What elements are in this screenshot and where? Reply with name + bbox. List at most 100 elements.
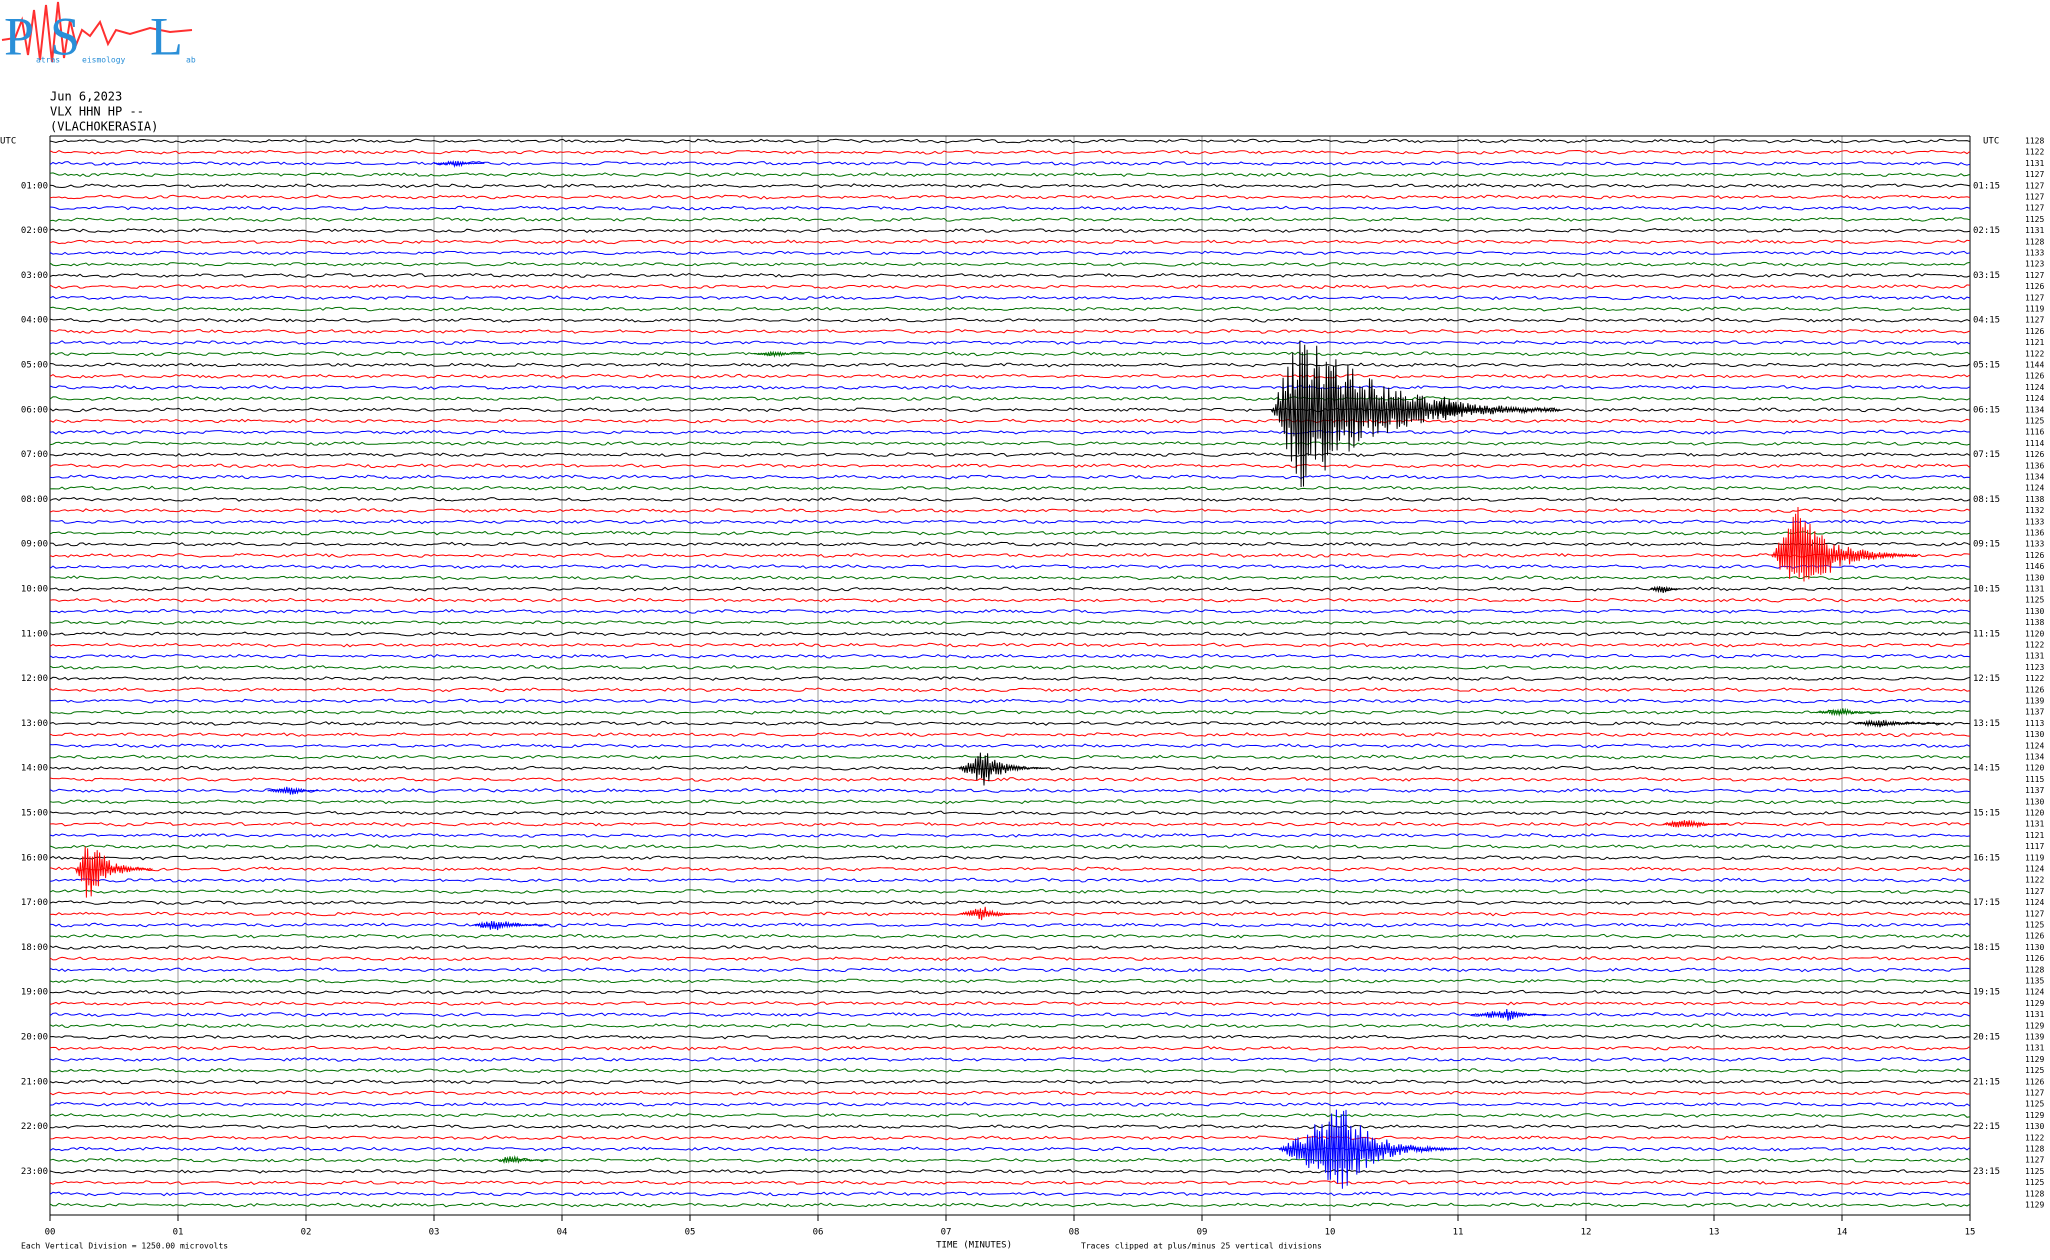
trace bbox=[49, 788, 1971, 793]
row-label-right: 07:15 bbox=[1973, 450, 2000, 460]
x-tick-label: 01 bbox=[173, 1228, 184, 1238]
trace bbox=[49, 821, 1971, 827]
row-label-left: 20:00 bbox=[21, 1033, 48, 1043]
trace-number: 1124 bbox=[2025, 484, 2044, 493]
x-tick-label: 06 bbox=[813, 1228, 824, 1238]
trace bbox=[49, 1146, 1971, 1152]
trace-number: 1128 bbox=[2025, 237, 2044, 246]
footnote: Traces clipped at plus/minus 25 vertical… bbox=[1081, 1242, 1322, 1251]
trace-number: 1114 bbox=[2025, 439, 2044, 448]
row-label-right: 15:15 bbox=[1973, 809, 2000, 819]
trace bbox=[49, 922, 1971, 928]
trace bbox=[49, 1157, 1971, 1163]
trace bbox=[49, 385, 1971, 390]
trace bbox=[49, 194, 1971, 200]
trace bbox=[49, 832, 1971, 838]
trace-number: 1138 bbox=[2025, 618, 2044, 627]
trace-number: 1130 bbox=[2025, 607, 2044, 616]
trace bbox=[49, 720, 1971, 726]
trace-number: 1120 bbox=[2025, 629, 2044, 638]
trace-number: 1130 bbox=[2025, 943, 2044, 952]
row-label-left: 14:00 bbox=[21, 764, 48, 774]
trace-number: 1127 bbox=[2025, 1156, 2044, 1165]
trace bbox=[49, 149, 1971, 155]
trace bbox=[49, 474, 1971, 480]
trace-number: 1127 bbox=[2025, 204, 2044, 213]
trace-number: 1137 bbox=[2025, 708, 2044, 717]
x-tick-label: 05 bbox=[685, 1228, 696, 1238]
row-label-right: 13:15 bbox=[1973, 719, 2000, 729]
logo-word: eismology bbox=[82, 56, 126, 65]
trace bbox=[49, 844, 1971, 850]
event-waveform bbox=[433, 159, 485, 168]
x-tick-label: 08 bbox=[1069, 1228, 1080, 1238]
trace-number: 1119 bbox=[2025, 305, 2044, 314]
trace bbox=[49, 877, 1971, 883]
trace bbox=[49, 362, 1971, 368]
trace bbox=[49, 429, 1971, 435]
event-waveform bbox=[75, 846, 153, 898]
trace bbox=[49, 407, 1971, 413]
trace-number: 1134 bbox=[2025, 405, 2044, 414]
trace-number: 1126 bbox=[2025, 372, 2044, 381]
trace-number: 1115 bbox=[2025, 775, 2044, 784]
trace-number: 1131 bbox=[2025, 585, 2044, 594]
utc-label: UTC bbox=[1983, 137, 1999, 147]
row-label-right: 03:15 bbox=[1973, 271, 2000, 281]
trace-number: 1120 bbox=[2025, 809, 2044, 818]
trace-number: 1139 bbox=[2025, 697, 2044, 706]
trace bbox=[49, 441, 1971, 446]
trace-number: 1122 bbox=[2025, 148, 2044, 157]
row-label-left: 02:00 bbox=[21, 226, 48, 236]
trace-number: 1125 bbox=[2025, 921, 2044, 930]
trace bbox=[49, 1112, 1971, 1118]
event-waveform bbox=[958, 752, 1048, 786]
event-waveform bbox=[753, 350, 805, 358]
trace bbox=[49, 228, 1971, 234]
event-waveform bbox=[1662, 819, 1727, 829]
row-label-left: 22:00 bbox=[21, 1122, 48, 1132]
trace-number: 1117 bbox=[2025, 842, 2044, 851]
trace-number: 1133 bbox=[2025, 249, 2044, 258]
trace bbox=[49, 664, 1971, 670]
row-label-right: 02:15 bbox=[1973, 226, 2000, 236]
trace-number: 1131 bbox=[2025, 159, 2044, 168]
event-waveform bbox=[1771, 506, 1919, 582]
trace-number: 1127 bbox=[2025, 909, 2044, 918]
trace-number: 1126 bbox=[2025, 450, 2044, 459]
trace bbox=[49, 351, 1971, 357]
trace bbox=[49, 799, 1971, 805]
trace bbox=[49, 956, 1971, 962]
trace bbox=[49, 653, 1971, 659]
trace-number: 1144 bbox=[2025, 361, 2044, 370]
trace bbox=[49, 239, 1971, 245]
row-label-left: 03:00 bbox=[21, 271, 48, 281]
row-label-left: 08:00 bbox=[21, 495, 48, 505]
row-label-right: 09:15 bbox=[1973, 540, 2000, 550]
row-label-right: 04:15 bbox=[1973, 316, 2000, 326]
row-label-left: 18:00 bbox=[21, 943, 48, 953]
x-tick-label: 07 bbox=[941, 1228, 952, 1238]
row-label-left: 23:00 bbox=[21, 1167, 48, 1177]
trace-number: 1127 bbox=[2025, 887, 2044, 896]
trace-number: 1120 bbox=[2025, 764, 2044, 773]
trace bbox=[49, 586, 1971, 592]
trace bbox=[49, 463, 1971, 469]
trace bbox=[49, 1034, 1971, 1040]
x-tick-label: 12 bbox=[1581, 1228, 1592, 1238]
trace bbox=[49, 306, 1971, 312]
trace-number: 1131 bbox=[2025, 1010, 2044, 1019]
logo-wiggle bbox=[1, 1, 193, 63]
trace bbox=[49, 541, 1971, 547]
event-waveform bbox=[1649, 585, 1682, 594]
trace bbox=[49, 732, 1971, 738]
row-label-right: 18:15 bbox=[1973, 943, 2000, 953]
event-waveform bbox=[1270, 340, 1561, 488]
x-tick-label: 09 bbox=[1197, 1228, 1208, 1238]
trace-number: 1130 bbox=[2025, 730, 2044, 739]
trace bbox=[49, 866, 1971, 872]
trace-number: 1127 bbox=[2025, 316, 2044, 325]
trace bbox=[49, 709, 1971, 715]
trace bbox=[50, 698, 1971, 704]
